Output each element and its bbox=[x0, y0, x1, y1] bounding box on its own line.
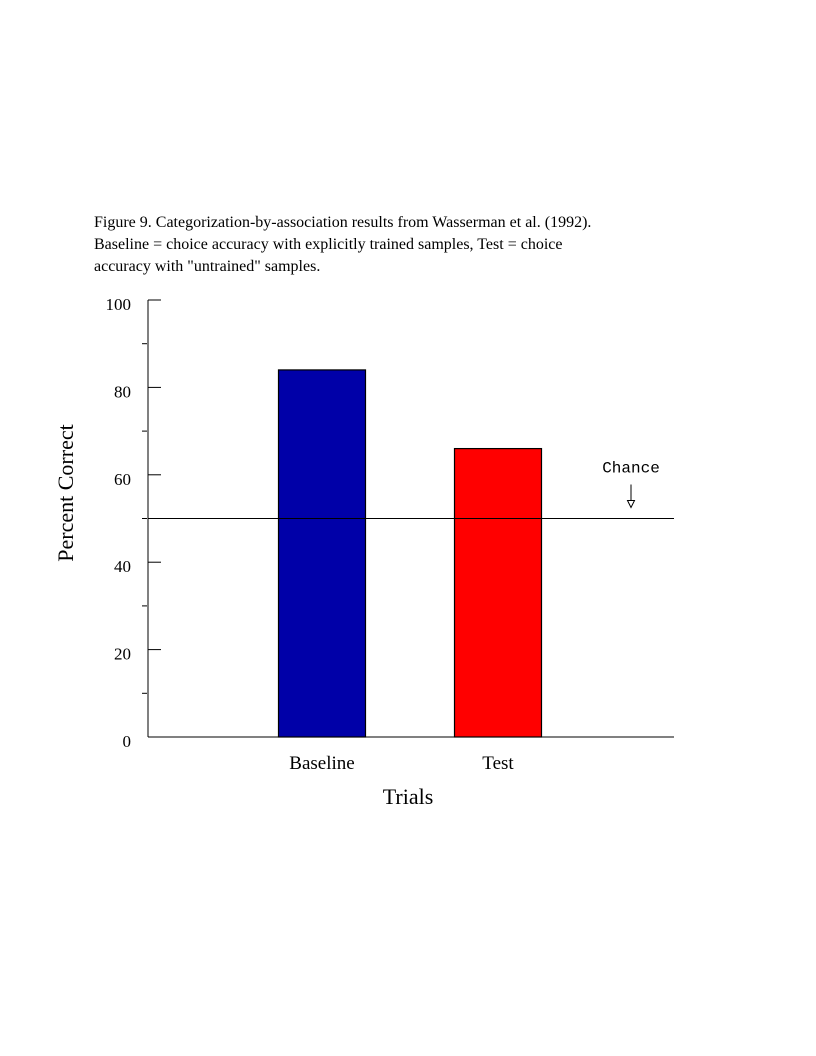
caption-line-1: Figure 9. Categorization-by-association … bbox=[94, 214, 592, 231]
y-tick-label: 40 bbox=[114, 557, 131, 576]
x-axis-title: Trials bbox=[383, 784, 434, 809]
x-category-label: Baseline bbox=[289, 753, 354, 774]
chance-arrow-head bbox=[626, 500, 636, 509]
y-axis-title: Percent Correct bbox=[53, 424, 78, 561]
bar-test bbox=[453, 447, 543, 738]
y-tick-label: 60 bbox=[114, 470, 131, 489]
figure-caption: Figure 9. Categorization-by-association … bbox=[94, 212, 734, 278]
y-tick-label: 100 bbox=[106, 295, 132, 314]
y-tick-label: 0 bbox=[123, 732, 132, 751]
caption-line-3: accuracy with "untrained" samples. bbox=[94, 258, 321, 275]
y-tick-label: 20 bbox=[114, 645, 131, 664]
bars-layer bbox=[277, 369, 543, 738]
axis-layer bbox=[142, 299, 674, 738]
caption-line-2: Baseline = choice accuracy with explicit… bbox=[94, 236, 563, 253]
x-category-label: Test bbox=[482, 753, 514, 774]
chart-text-layer: Chance 0 20 40 60 80 100 Baseline Test Trials Perc… bbox=[53, 295, 660, 809]
bar-baseline bbox=[277, 369, 367, 738]
y-tick-label: 80 bbox=[114, 382, 131, 401]
chance-line-layer bbox=[148, 484, 674, 519]
chance-label: Chance bbox=[602, 460, 660, 478]
